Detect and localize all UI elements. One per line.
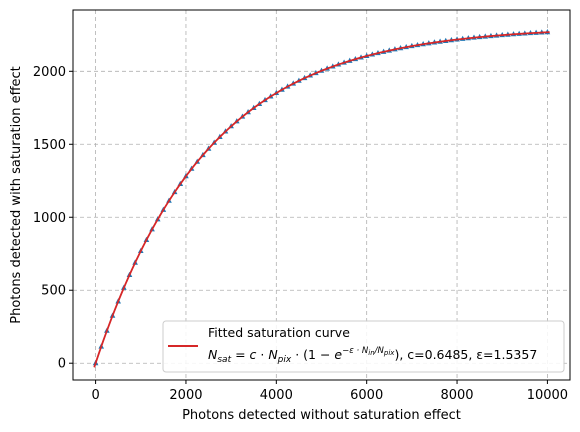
y-tick-label: 500	[41, 284, 66, 299]
y-tick-label: 1000	[33, 211, 66, 226]
y-tick-label: 2000	[33, 65, 66, 80]
x-tick-label: 4000	[260, 388, 293, 403]
legend-params: , c=0.6485, ε=1.5357	[399, 347, 537, 362]
y-tick-label: 1500	[33, 138, 66, 153]
y-axis-label: Photons detected with saturation effect	[9, 66, 24, 324]
plot-area-frame	[72, 9, 571, 381]
legend: Fitted saturation curve Nsat = c · Npix …	[162, 320, 565, 373]
y-tick-label: 0	[58, 357, 66, 372]
legend-formula: Nsat = c · Npix · (1 − e−ε · Nin/Npix), …	[208, 346, 537, 365]
x-tick-label: 6000	[350, 388, 383, 403]
legend-box	[162, 320, 565, 373]
x-tick-label: 10000	[527, 388, 568, 403]
data-layer	[92, 29, 551, 368]
x-tick-label: 2000	[169, 388, 202, 403]
x-tick-label: 8000	[440, 388, 473, 403]
legend-label-fit: Fitted saturation curve	[208, 325, 350, 340]
x-axis-label: Photons detected without saturation effe…	[182, 408, 461, 423]
fitted-curve	[93, 31, 550, 368]
ticks: 0 2000 4000 6000 8000 10000 0 500 1000 1500 2000	[33, 65, 568, 403]
x-tick-label: 0	[91, 388, 99, 403]
